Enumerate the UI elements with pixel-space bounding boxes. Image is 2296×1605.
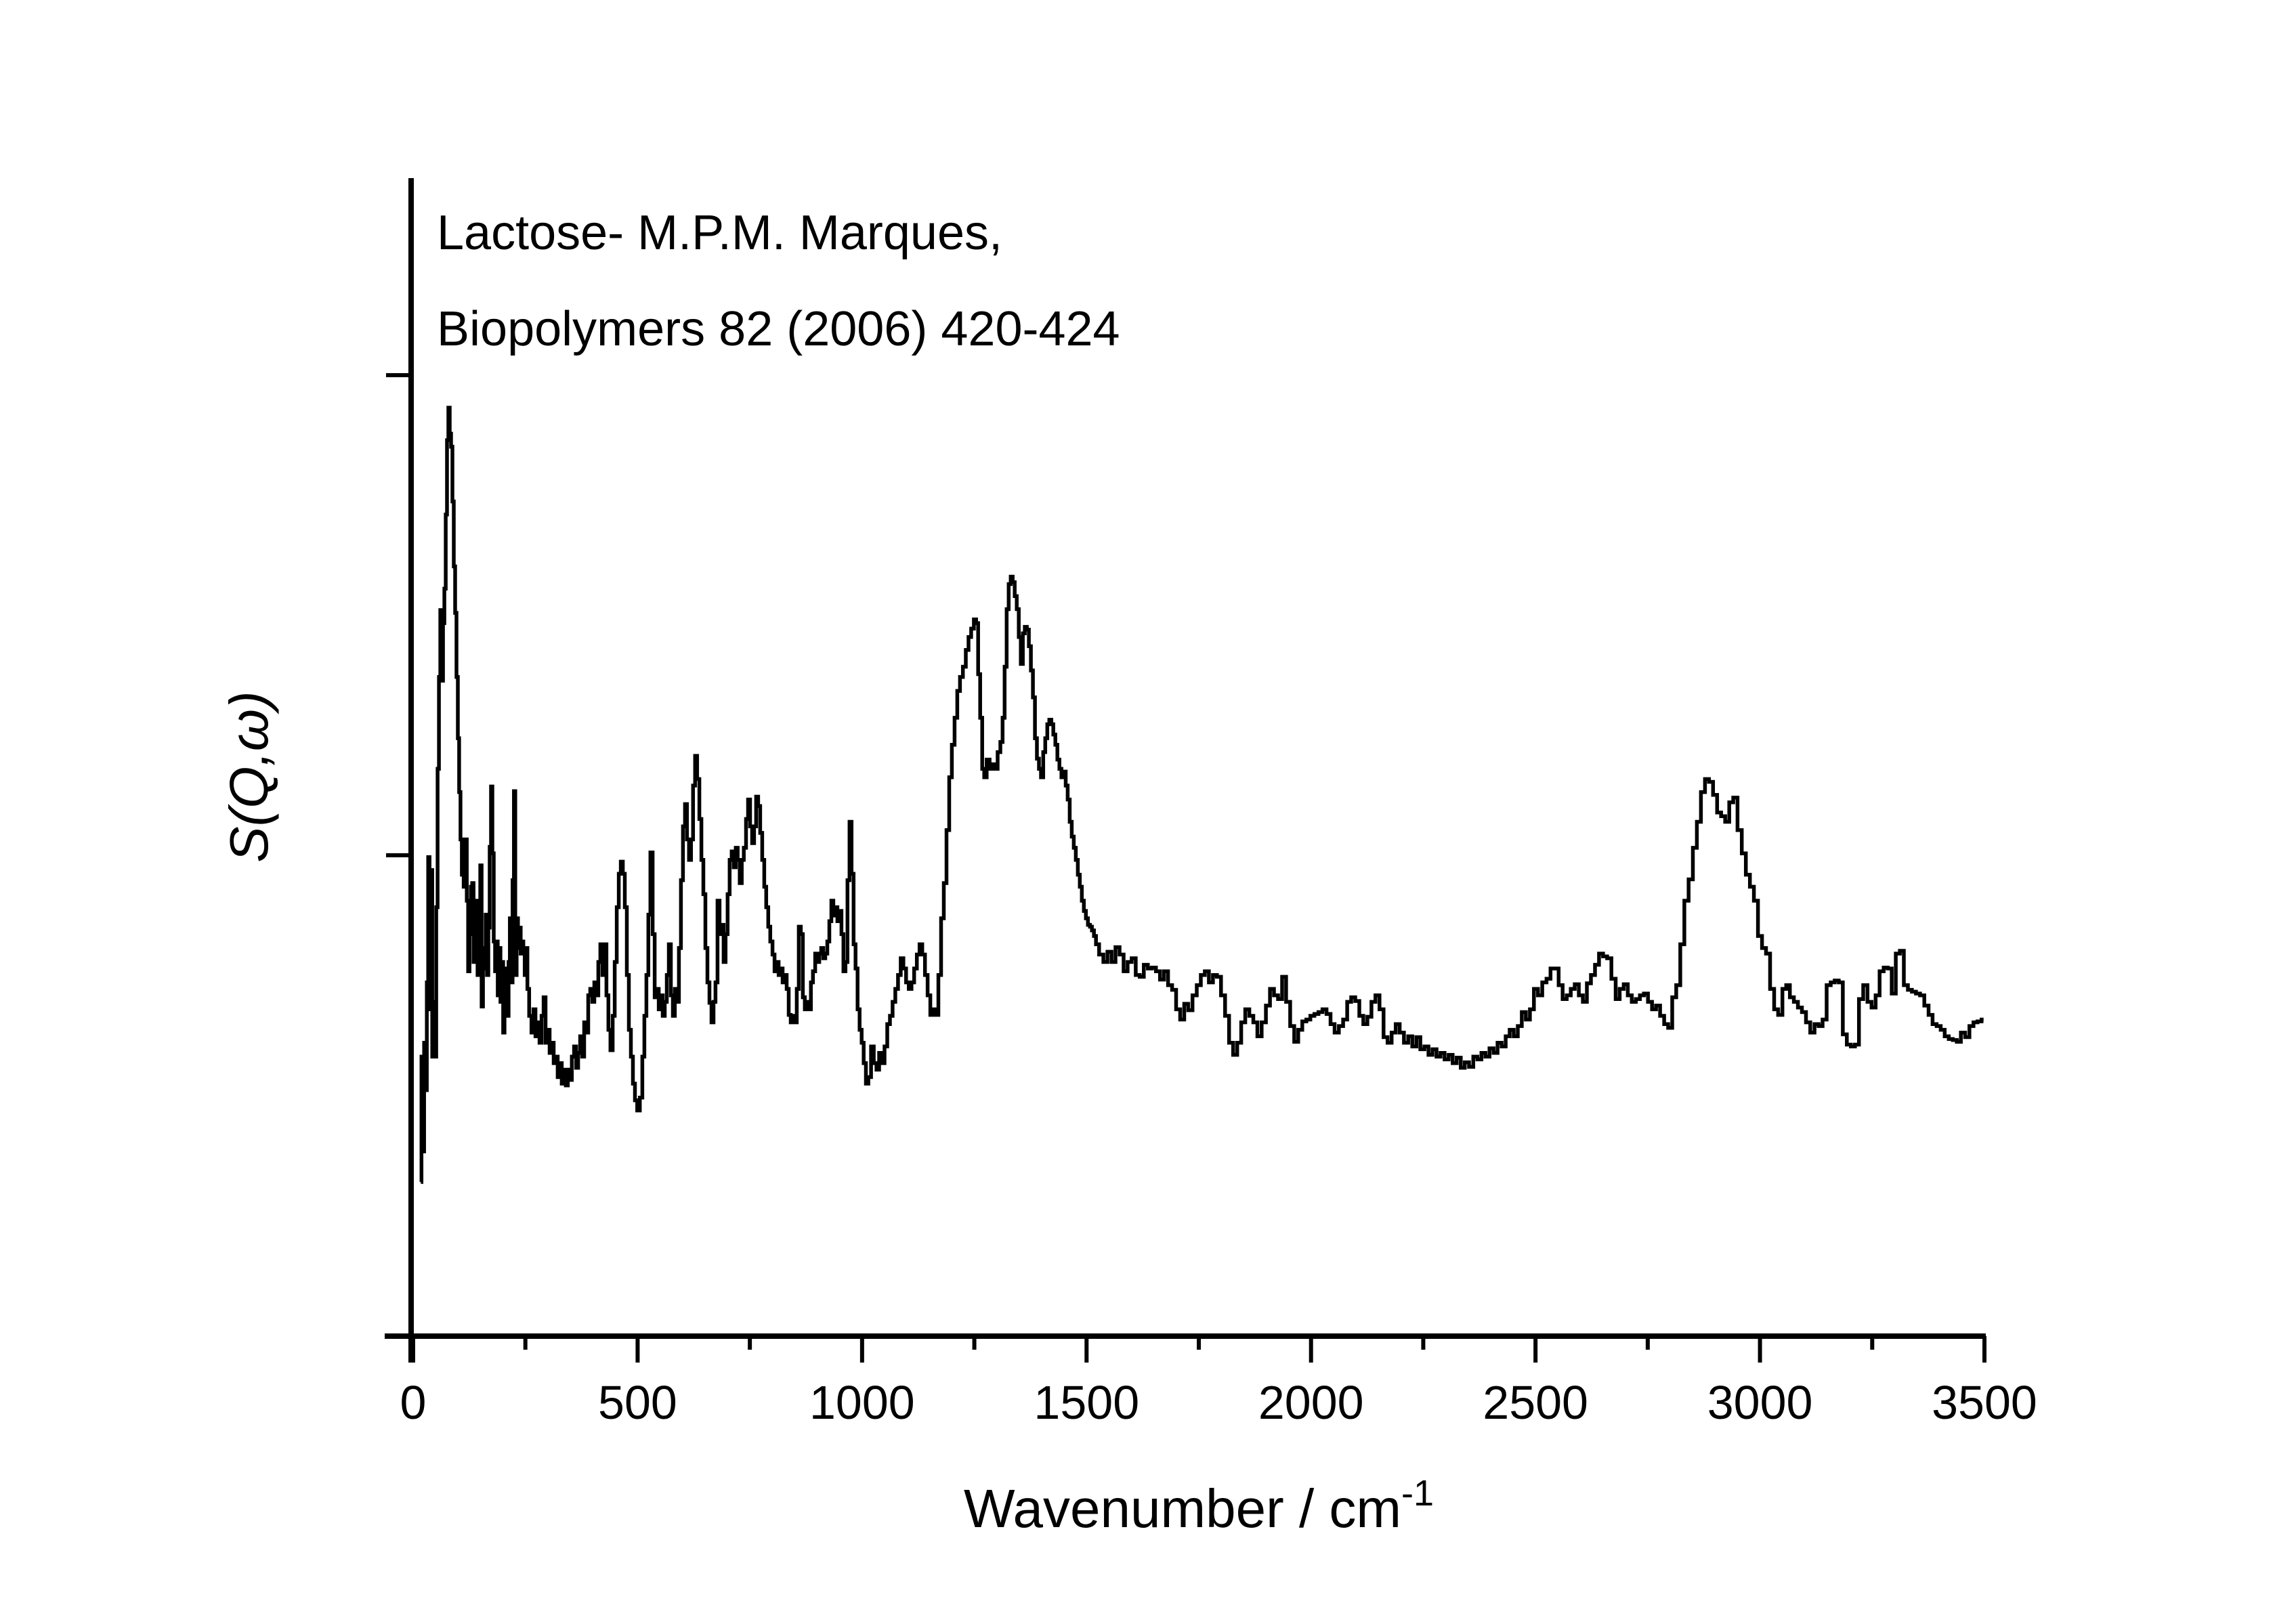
x-axis-label: Wavenumber / cm-1 (964, 1473, 1434, 1539)
x-axis-tick-label: 3000 (1707, 1376, 1813, 1429)
x-axis-tick-label: 500 (598, 1376, 677, 1429)
chart-title-line2: Biopolymers 82 (2006) 420-424 (437, 302, 1120, 356)
chart-title-line1: Lactose- M.P.M. Marques, (437, 206, 1002, 260)
x-axis-tick-label: 2000 (1258, 1376, 1364, 1429)
x-axis-tick-label: 1500 (1034, 1376, 1139, 1429)
x-axis-tick-label: 2500 (1483, 1376, 1588, 1429)
spectrum-line (419, 406, 1984, 1184)
x-axis-tick-label: 1000 (809, 1376, 915, 1429)
chart-title: Lactose- M.P.M. Marques, Biopolymers 82 … (437, 185, 1120, 377)
x-axis-tick-label: 0 (400, 1376, 427, 1429)
x-axis-tick-label: 3500 (1932, 1376, 2037, 1429)
y-axis-label: S(Q,ω) (219, 691, 279, 862)
